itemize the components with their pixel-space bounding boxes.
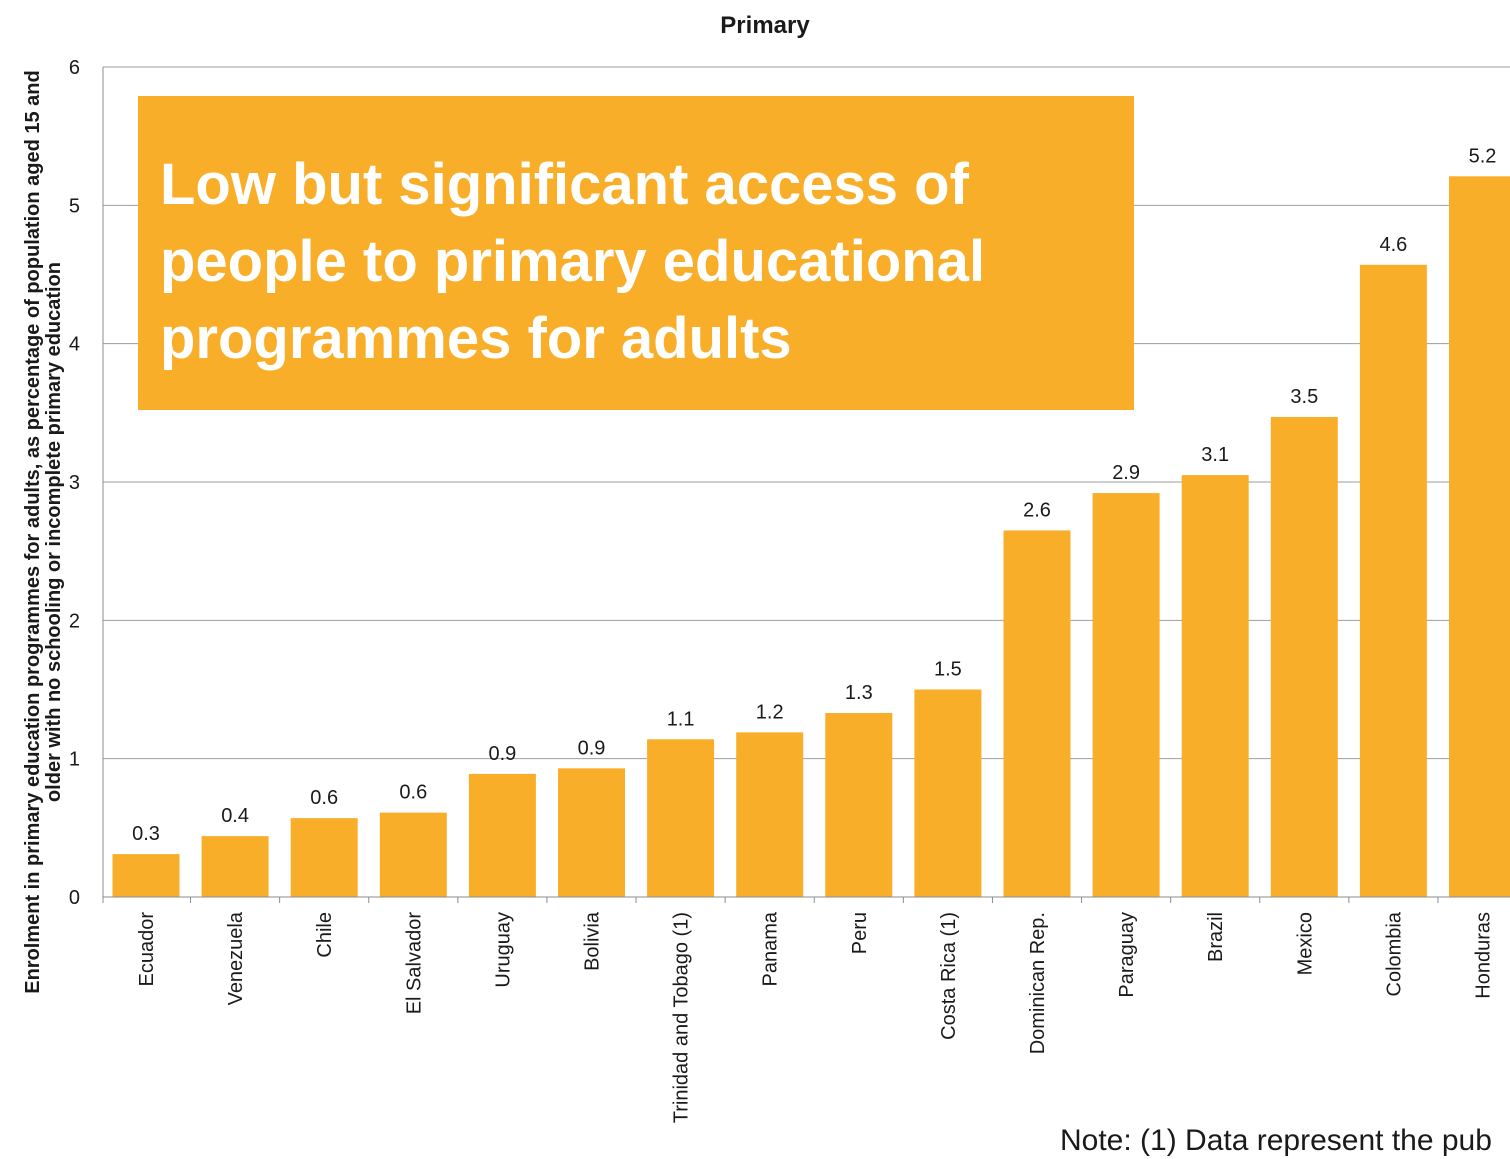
- bar: [825, 713, 893, 897]
- bar: [914, 689, 982, 897]
- data-label: 0.4: [221, 805, 249, 827]
- data-labels: 0.3 0.4 0.6 0.6 0.9 0.9 1.1 1.2 1.3 1.5 2.6 2.9 3.1 3…: [132, 145, 1496, 845]
- bar: [201, 836, 269, 897]
- data-label: 1.2: [756, 701, 784, 723]
- axes: 0 1 2 3 4 5 6 Ecuador Venezuela Chile El Salvador U…: [69, 57, 1510, 1123]
- bars: [112, 176, 1510, 898]
- bar: [379, 812, 447, 897]
- bar: [290, 818, 358, 897]
- category-label: Uruguay: [492, 912, 514, 988]
- data-label: 4.6: [1379, 234, 1407, 256]
- data-label: 2.6: [1023, 499, 1051, 521]
- category-label: Trinidad and Tobago (1): [671, 912, 693, 1123]
- data-label: 1.5: [934, 659, 962, 681]
- category-label: Brazil: [1205, 912, 1227, 962]
- y-tick-label: 2: [69, 610, 80, 632]
- data-label: 1.1: [667, 708, 695, 730]
- data-label: 0.6: [310, 787, 338, 809]
- category-label: Ecuador: [136, 912, 158, 987]
- data-label: 2.9: [1112, 462, 1140, 484]
- bar: [1003, 530, 1071, 897]
- category-label: Costa Rica (1): [938, 912, 960, 1040]
- category-label: Peru: [849, 912, 871, 954]
- y-tick-label: 0: [69, 887, 80, 909]
- bar: [1270, 416, 1338, 897]
- bar: [736, 732, 804, 897]
- category-label: Dominican Rep.: [1027, 912, 1049, 1054]
- category-label: Chile: [314, 912, 336, 958]
- category-label: Panama: [760, 911, 782, 986]
- category-label: El Salvador: [403, 912, 425, 1015]
- category-label: Paraguay: [1116, 912, 1138, 998]
- category-label: Venezuela: [225, 911, 247, 1005]
- bar: [647, 739, 715, 897]
- bar: [1181, 475, 1249, 897]
- category-label: Mexico: [1294, 912, 1316, 975]
- data-label: 3.5: [1290, 386, 1318, 408]
- category-label: Colombia: [1383, 911, 1405, 996]
- y-tick-label: 5: [69, 195, 80, 217]
- data-label: 1.3: [845, 682, 873, 704]
- category-label: Bolivia: [582, 911, 604, 971]
- bar: [468, 773, 536, 897]
- data-label: 5.2: [1469, 145, 1497, 167]
- bar: [1359, 264, 1427, 898]
- callout-box: Low but significant access of people to …: [138, 96, 1134, 410]
- data-label: 0.3: [132, 823, 160, 845]
- y-tick-label: 1: [69, 749, 80, 771]
- y-tick-label: 3: [69, 472, 80, 494]
- data-label: 0.6: [399, 782, 427, 804]
- data-label: 3.1: [1201, 444, 1229, 466]
- chart-title: Primary: [720, 12, 810, 39]
- y-tick-label: 6: [69, 57, 80, 79]
- bar: [1449, 176, 1510, 898]
- bar: [112, 854, 180, 897]
- footnote: Note: (1) Data represent the pub: [1060, 1124, 1492, 1157]
- data-label: 0.9: [578, 737, 606, 759]
- bar: [558, 768, 625, 897]
- data-label: 0.9: [488, 743, 516, 765]
- bar: [1092, 493, 1160, 897]
- category-label: Honduras: [1473, 912, 1495, 999]
- callout-text: Low but significant access of people to …: [160, 152, 986, 371]
- y-tick-label: 4: [69, 334, 80, 356]
